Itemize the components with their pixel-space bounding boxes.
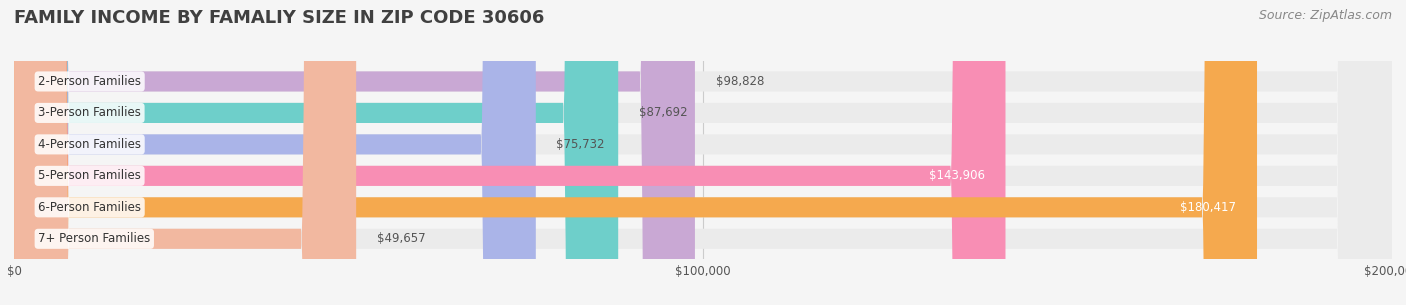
Text: $49,657: $49,657 <box>377 232 426 245</box>
FancyBboxPatch shape <box>14 0 1392 305</box>
Text: $180,417: $180,417 <box>1181 201 1236 214</box>
FancyBboxPatch shape <box>14 0 1005 305</box>
Text: 3-Person Families: 3-Person Families <box>38 106 141 120</box>
FancyBboxPatch shape <box>14 0 1392 305</box>
Text: Source: ZipAtlas.com: Source: ZipAtlas.com <box>1258 9 1392 22</box>
FancyBboxPatch shape <box>14 0 619 305</box>
Text: $87,692: $87,692 <box>638 106 688 120</box>
Text: 5-Person Families: 5-Person Families <box>38 169 141 182</box>
FancyBboxPatch shape <box>14 0 1392 305</box>
FancyBboxPatch shape <box>14 0 1392 305</box>
Text: 4-Person Families: 4-Person Families <box>38 138 141 151</box>
Text: $143,906: $143,906 <box>929 169 984 182</box>
FancyBboxPatch shape <box>14 0 1257 305</box>
Text: 2-Person Families: 2-Person Families <box>38 75 141 88</box>
Text: $75,732: $75,732 <box>557 138 605 151</box>
Text: 7+ Person Families: 7+ Person Families <box>38 232 150 245</box>
FancyBboxPatch shape <box>14 0 695 305</box>
FancyBboxPatch shape <box>14 0 356 305</box>
FancyBboxPatch shape <box>14 0 1392 305</box>
Text: 6-Person Families: 6-Person Families <box>38 201 141 214</box>
Text: FAMILY INCOME BY FAMALIY SIZE IN ZIP CODE 30606: FAMILY INCOME BY FAMALIY SIZE IN ZIP COD… <box>14 9 544 27</box>
FancyBboxPatch shape <box>14 0 1392 305</box>
Text: $98,828: $98,828 <box>716 75 763 88</box>
FancyBboxPatch shape <box>14 0 536 305</box>
